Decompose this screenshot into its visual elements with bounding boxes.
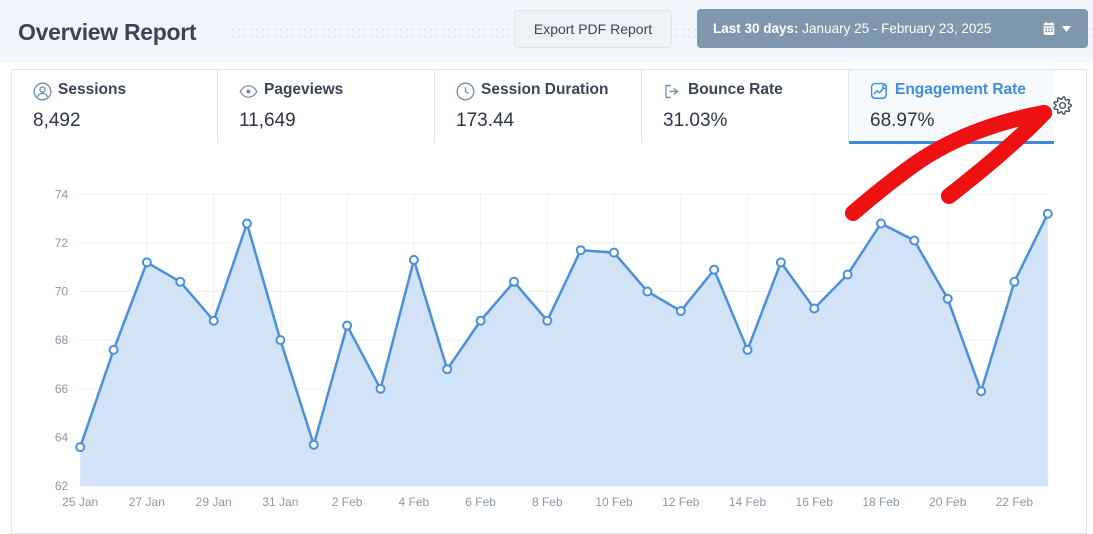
svg-text:68: 68 xyxy=(55,333,69,347)
svg-text:8 Feb: 8 Feb xyxy=(532,495,563,509)
svg-text:2 Feb: 2 Feb xyxy=(332,495,363,509)
svg-text:70: 70 xyxy=(55,285,69,299)
svg-text:22 Feb: 22 Feb xyxy=(996,495,1034,509)
svg-text:14 Feb: 14 Feb xyxy=(729,495,767,509)
svg-text:18 Feb: 18 Feb xyxy=(862,495,900,509)
svg-text:4 Feb: 4 Feb xyxy=(399,495,430,509)
svg-text:20 Feb: 20 Feb xyxy=(929,495,967,509)
svg-text:25 Jan: 25 Jan xyxy=(62,495,98,509)
svg-text:66: 66 xyxy=(55,382,69,396)
svg-text:74: 74 xyxy=(55,187,69,201)
svg-text:16 Feb: 16 Feb xyxy=(796,495,834,509)
svg-text:72: 72 xyxy=(55,236,69,250)
svg-text:27 Jan: 27 Jan xyxy=(129,495,165,509)
svg-text:12 Feb: 12 Feb xyxy=(662,495,700,509)
svg-text:31 Jan: 31 Jan xyxy=(262,495,298,509)
svg-text:10 Feb: 10 Feb xyxy=(595,495,633,509)
svg-text:6 Feb: 6 Feb xyxy=(465,495,496,509)
svg-text:64: 64 xyxy=(55,430,69,444)
svg-text:62: 62 xyxy=(55,479,69,493)
svg-text:29 Jan: 29 Jan xyxy=(196,495,232,509)
